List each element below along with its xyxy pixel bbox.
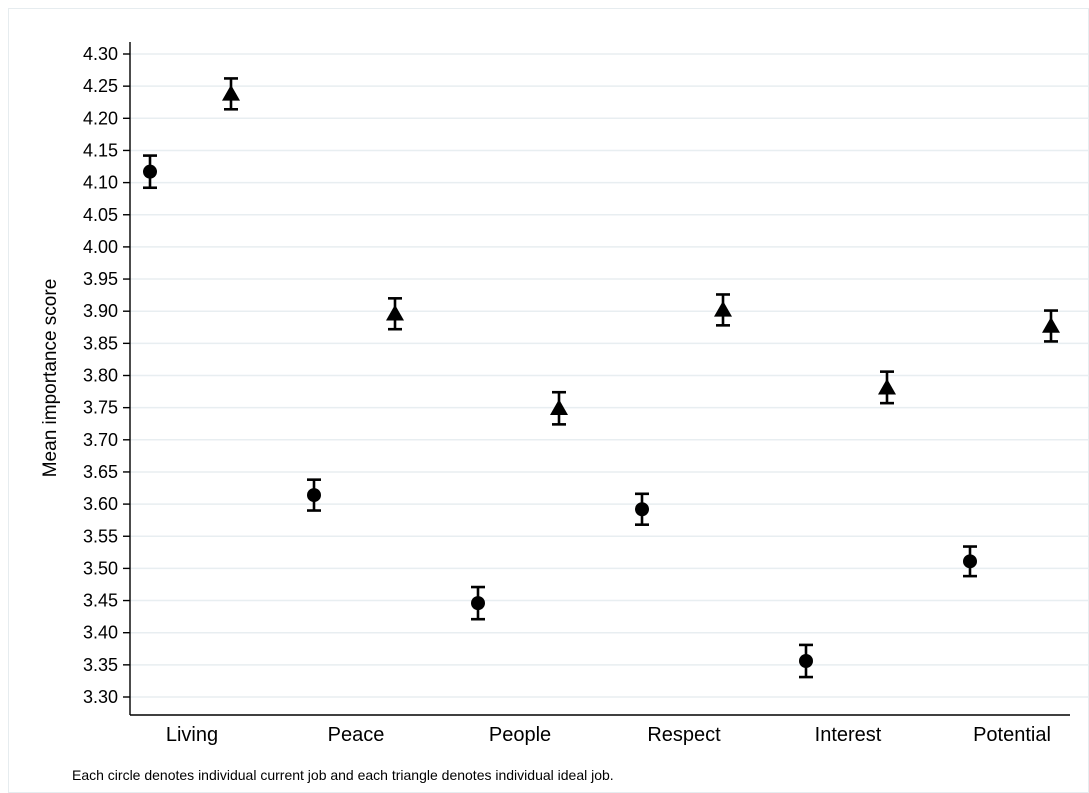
triangle-marker (878, 378, 896, 395)
triangle-point-group (386, 297, 404, 331)
triangle-point-group (714, 293, 732, 327)
y-tick-label: 3.35 (83, 655, 118, 675)
circle-point-group (307, 478, 321, 512)
y-tick-label: 3.85 (83, 333, 118, 353)
circle-marker (307, 488, 321, 503)
y-tick-label: 3.30 (83, 687, 118, 707)
circle-marker (635, 502, 649, 517)
triangle-marker (222, 84, 240, 101)
gridlines (130, 53, 1088, 698)
x-tick-label: Living (166, 724, 218, 746)
y-tick-label: 4.20 (83, 108, 118, 128)
y-tick-label: 3.55 (83, 526, 118, 546)
y-tick-label: 3.95 (83, 269, 118, 289)
x-tick-labels: Living Peace People Respect Interest Potentia… (166, 724, 1051, 746)
y-tick-label: 4.30 (83, 44, 118, 64)
x-tick-label: Peace (328, 724, 385, 746)
triangle-marker (386, 304, 404, 321)
triangle-point-group (222, 77, 240, 111)
y-axis-title: Mean importance score (40, 279, 61, 478)
triangle-marker (714, 300, 732, 317)
y-tick-label: 3.40 (83, 623, 118, 643)
y-tick-label: 4.05 (83, 205, 118, 225)
y-tick-labels: 3.30 3.35 3.40 3.45 3.50 3.55 3.60 3.65 3.70 3.75… (83, 44, 130, 707)
circle-point-group (143, 154, 157, 190)
x-tick-label: Respect (647, 724, 721, 746)
x-tick-label: People (489, 724, 551, 746)
y-tick-label: 3.50 (83, 558, 118, 578)
circle-point-group (471, 585, 485, 621)
circle-marker (471, 596, 485, 611)
x-tick-label: Potential (973, 724, 1051, 746)
circle-point-group (799, 643, 813, 679)
axes (129, 42, 1070, 716)
circle-marker (143, 164, 157, 179)
y-tick-label: 3.70 (83, 430, 118, 450)
y-tick-label: 4.00 (83, 237, 118, 257)
triangle-point-group (878, 370, 896, 405)
y-tick-label: 3.65 (83, 462, 118, 482)
chart-note: Each circle denotes individual current j… (72, 767, 614, 783)
triangle-marker (1042, 316, 1060, 333)
y-tick-label: 3.80 (83, 366, 118, 386)
x-tick-label: Interest (815, 724, 882, 746)
triangle-point-group (550, 390, 568, 426)
circle-point-group (635, 492, 649, 526)
y-tick-label: 4.15 (83, 140, 118, 160)
circle-marker (963, 554, 977, 569)
triangle-marker (550, 399, 568, 416)
y-tick-label: 3.45 (83, 591, 118, 611)
circle-marker (799, 653, 813, 668)
y-tick-label: 3.60 (83, 494, 118, 514)
data-marks (143, 77, 1060, 679)
y-tick-label: 4.25 (83, 76, 118, 96)
circle-point-group (963, 545, 977, 578)
y-tick-label: 4.10 (83, 173, 118, 193)
triangle-point-group (1042, 309, 1060, 343)
y-tick-label: 3.90 (83, 301, 118, 321)
y-tick-label: 3.75 (83, 398, 118, 418)
